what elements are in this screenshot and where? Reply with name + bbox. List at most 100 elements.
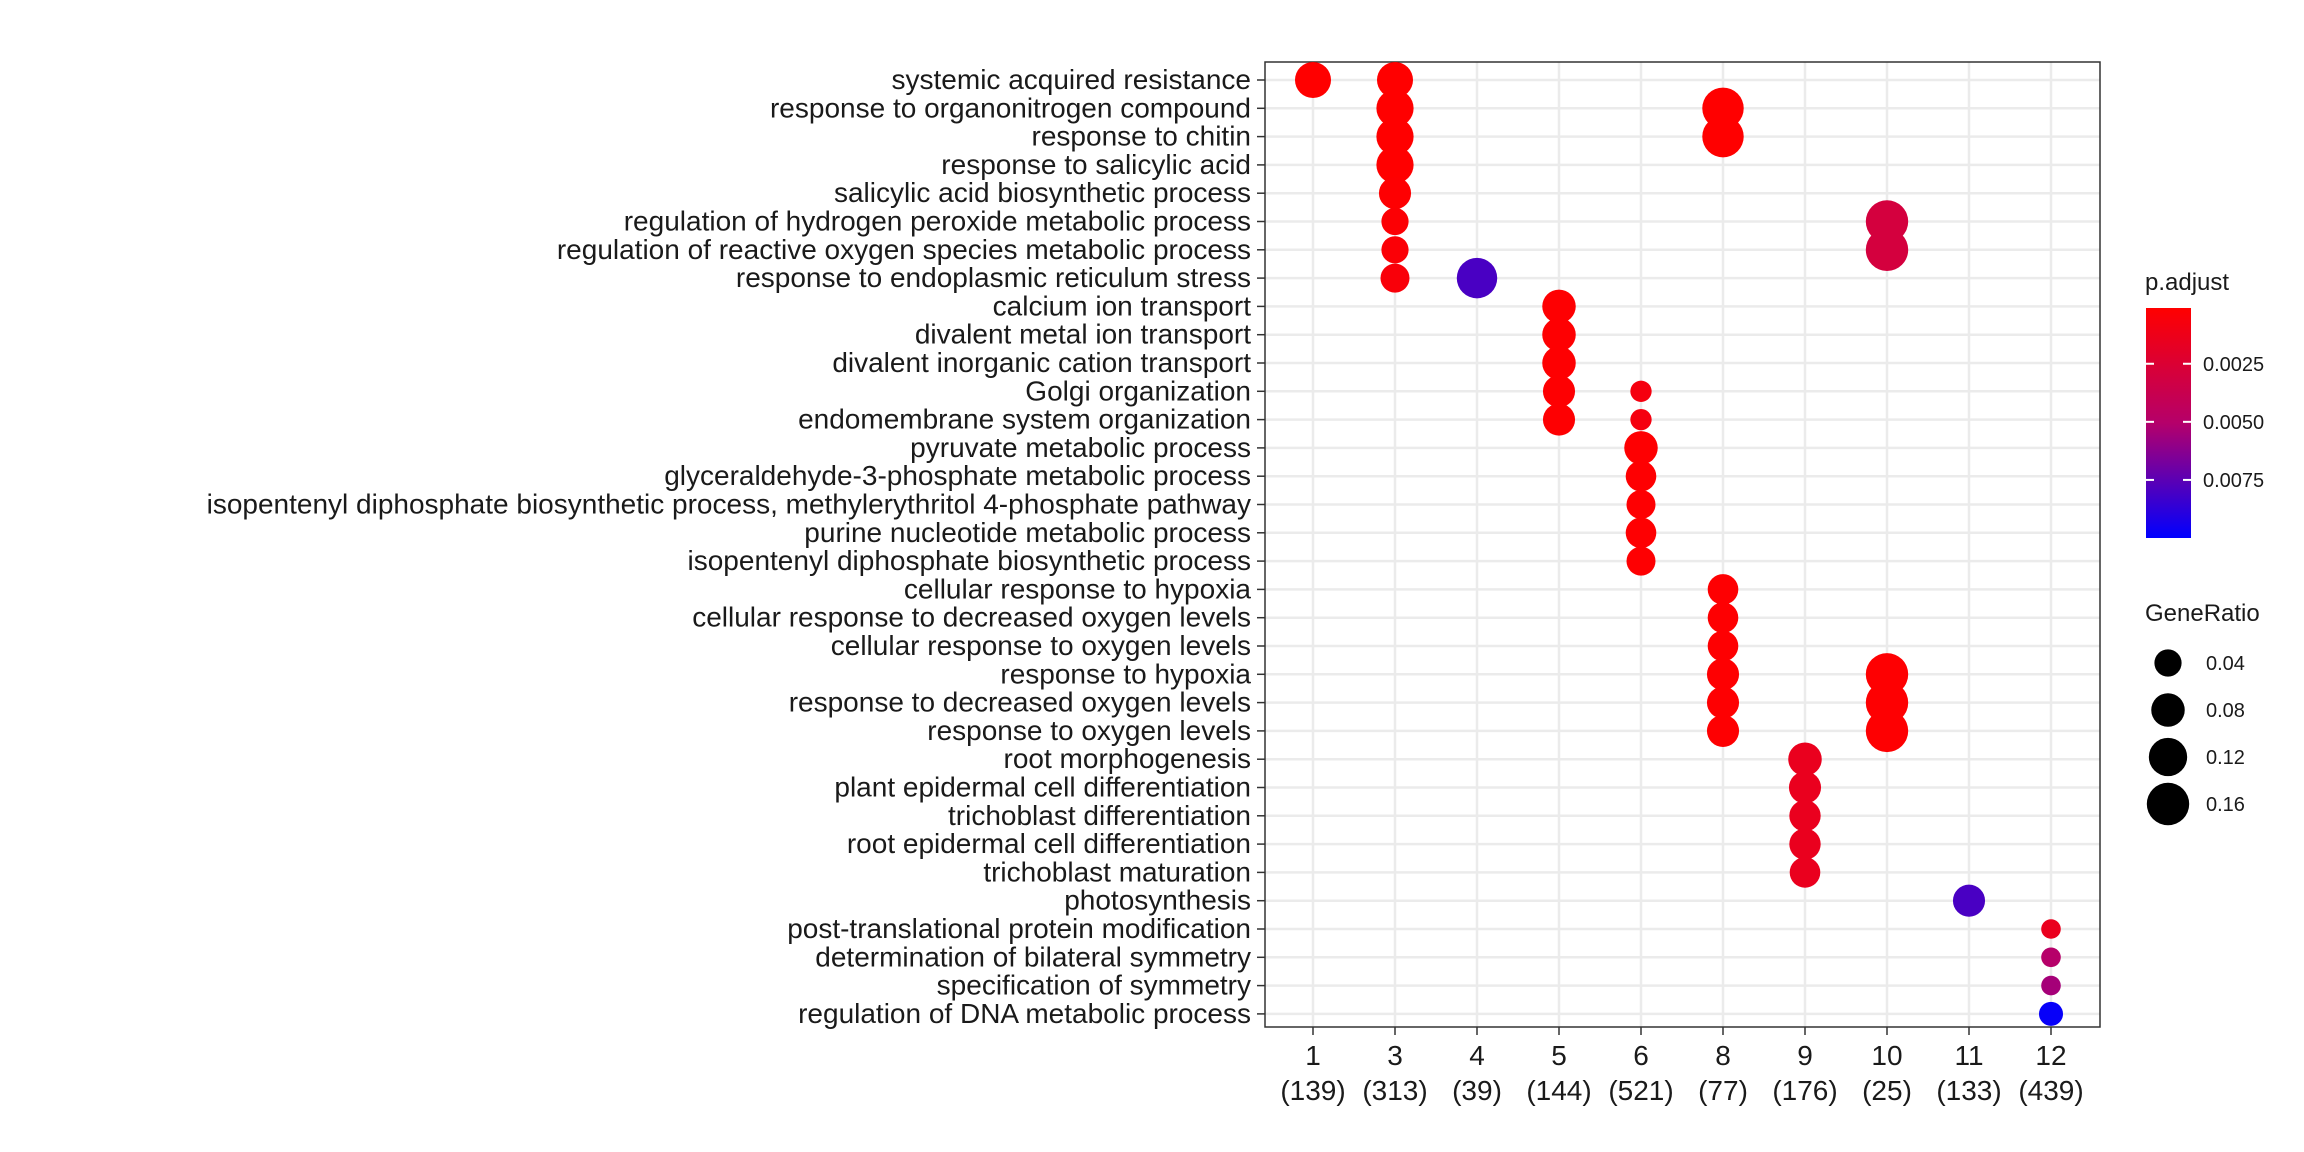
data-point	[1706, 658, 1740, 691]
data-point	[1865, 709, 1909, 753]
x-axis-tick-label: 4	[1469, 1040, 1485, 1071]
colorbar-tick-label: 0.0025	[2203, 354, 2264, 376]
y-axis-tick-label: response to chitin	[1032, 121, 1251, 152]
data-point	[1625, 460, 1657, 492]
y-axis-tick-label: pyruvate metabolic process	[910, 432, 1251, 463]
data-point	[1630, 408, 1652, 431]
x-axis-count-label: (439)	[2018, 1075, 2083, 1106]
data-point	[1380, 263, 1410, 293]
y-axis-tick-label: calcium ion transport	[993, 290, 1252, 321]
x-axis-tick-label: 3	[1387, 1040, 1403, 1071]
x-axis-tick-label: 6	[1633, 1040, 1649, 1071]
plot-panel-border	[1264, 61, 2101, 1028]
y-axis-tick-label: photosynthesis	[1064, 885, 1251, 916]
legend-gene-ratio: GeneRatio 0.04 0.08 0.12 0.16	[2145, 600, 2260, 826]
x-axis-tick-label: 12	[2035, 1040, 2066, 1071]
size-legend-label: 0.12	[2206, 747, 2245, 769]
data-point	[1630, 380, 1652, 402]
y-axis-tick-label: response to oxygen levels	[927, 715, 1251, 746]
x-axis-count-label: (313)	[1362, 1075, 1427, 1106]
y-axis-tick-label: trichoblast differentiation	[948, 800, 1251, 831]
y-axis-tick-label: systemic acquired resistance	[892, 64, 1251, 95]
data-point	[1707, 602, 1739, 634]
legend-p-adjust: p.adjust 0.0025 0.0050 0.0075	[2145, 269, 2264, 538]
colorbar-tick-label: 0.0075	[2203, 470, 2264, 492]
y-axis-tick-label: regulation of hydrogen peroxide metaboli…	[624, 206, 1251, 237]
y-axis-tick-label: purine nucleotide metabolic process	[804, 517, 1251, 548]
y-axis-tick-label: trichoblast maturation	[983, 856, 1251, 887]
data-point	[1625, 517, 1657, 549]
data-point	[1294, 61, 1332, 99]
y-axis-tick-label: regulation of reactive oxygen species me…	[557, 234, 1251, 265]
legend-size-keys: 0.04 0.08 0.12 0.16	[2146, 649, 2245, 826]
y-axis-tick-label: response to salicylic acid	[941, 149, 1251, 180]
y-axis-tick-label: plant epidermal cell differentiation	[834, 772, 1251, 803]
size-legend-key	[2146, 782, 2190, 826]
y-axis-tick-label: regulation of DNA metabolic process	[798, 998, 1251, 1029]
legend-gene-ratio-title: GeneRatio	[2145, 600, 2260, 627]
x-axis: 1 (139) 3 (313) 4 (39) 5 (144) 6 (521) 8 (77) 9 (176)…	[1280, 1027, 2084, 1106]
data-point	[1381, 236, 1409, 264]
x-axis-count-label: (77)	[1698, 1075, 1748, 1106]
data-point	[2041, 919, 2061, 939]
size-legend-label: 0.08	[2206, 700, 2245, 722]
x-axis-count-label: (139)	[1280, 1075, 1345, 1106]
colorbar-tick-label: 0.0050	[2203, 412, 2264, 434]
data-point	[1376, 146, 1414, 184]
y-axis-tick-label: Golgi organization	[1025, 375, 1251, 406]
data-point	[1865, 228, 1909, 271]
data-point	[1542, 375, 1576, 408]
size-legend-key	[2148, 737, 2188, 777]
y-axis-tick-label: root epidermal cell differentiation	[847, 828, 1251, 859]
y-axis-tick-label: determination of bilateral symmetry	[815, 941, 1251, 972]
x-axis-tick-label: 9	[1797, 1040, 1813, 1071]
x-axis-count-label: (133)	[1936, 1075, 2001, 1106]
x-axis-count-label: (521)	[1608, 1075, 1673, 1106]
y-axis-tick-label: root morphogenesis	[1004, 743, 1251, 774]
x-axis-count-label: (25)	[1862, 1075, 1912, 1106]
data-point	[1542, 317, 1576, 352]
size-legend-label: 0.04	[2206, 653, 2245, 675]
x-axis-tick-label: 8	[1715, 1040, 1731, 1071]
y-axis-tick-label: response to decreased oxygen levels	[789, 687, 1251, 718]
data-point	[1706, 686, 1740, 719]
data-point	[1456, 257, 1498, 299]
size-legend-key	[2154, 649, 2182, 677]
y-axis-tick-label: cellular response to decreased oxygen le…	[692, 602, 1251, 633]
data-point	[1788, 771, 1822, 804]
data-point	[1542, 289, 1576, 324]
data-points	[1294, 61, 2064, 1026]
x-axis-tick-label: 5	[1551, 1040, 1567, 1071]
y-axis-tick-label: isopentenyl diphosphate biosynthetic pro…	[688, 545, 1251, 576]
size-legend-key	[2151, 693, 2185, 727]
legend-colorbar-ticks: 0.0025 0.0050 0.0075	[2146, 354, 2264, 492]
size-legend-label: 0.16	[2206, 794, 2245, 816]
data-point	[1542, 403, 1576, 436]
data-point	[1376, 117, 1414, 156]
x-axis-count-label: (39)	[1452, 1075, 1502, 1106]
data-point	[2041, 947, 2061, 968]
y-axis-tick-label: cellular response to hypoxia	[904, 573, 1252, 604]
y-axis-tick-label: response to endoplasmic reticulum stress	[736, 262, 1251, 293]
y-axis-tick-label: response to hypoxia	[1000, 658, 1251, 689]
data-point	[1378, 177, 1412, 210]
x-axis-tick-label: 11	[1954, 1040, 1983, 1071]
y-axis-tick-label: endomembrane system organization	[798, 404, 1251, 435]
data-point	[1376, 89, 1414, 127]
y-axis-tick-label: response to organonitrogen compound	[770, 92, 1251, 123]
data-point	[1376, 61, 1414, 99]
data-point	[2041, 975, 2061, 996]
data-point	[1624, 431, 1658, 465]
y-axis-tick-label: post-translational protein modification	[787, 913, 1251, 944]
x-axis-tick-label: 10	[1871, 1040, 1902, 1071]
legend-colorbar	[2146, 308, 2191, 538]
data-point	[1707, 630, 1739, 662]
y-axis-tick-label: salicylic acid biosynthetic process	[834, 177, 1251, 208]
data-point	[1626, 546, 1656, 576]
y-axis-tick-label: cellular response to oxygen levels	[831, 630, 1251, 661]
data-point	[1381, 207, 1409, 236]
data-point	[1707, 574, 1739, 605]
y-axis-tick-label: divalent metal ion transport	[915, 319, 1251, 350]
data-point	[1952, 884, 1986, 917]
